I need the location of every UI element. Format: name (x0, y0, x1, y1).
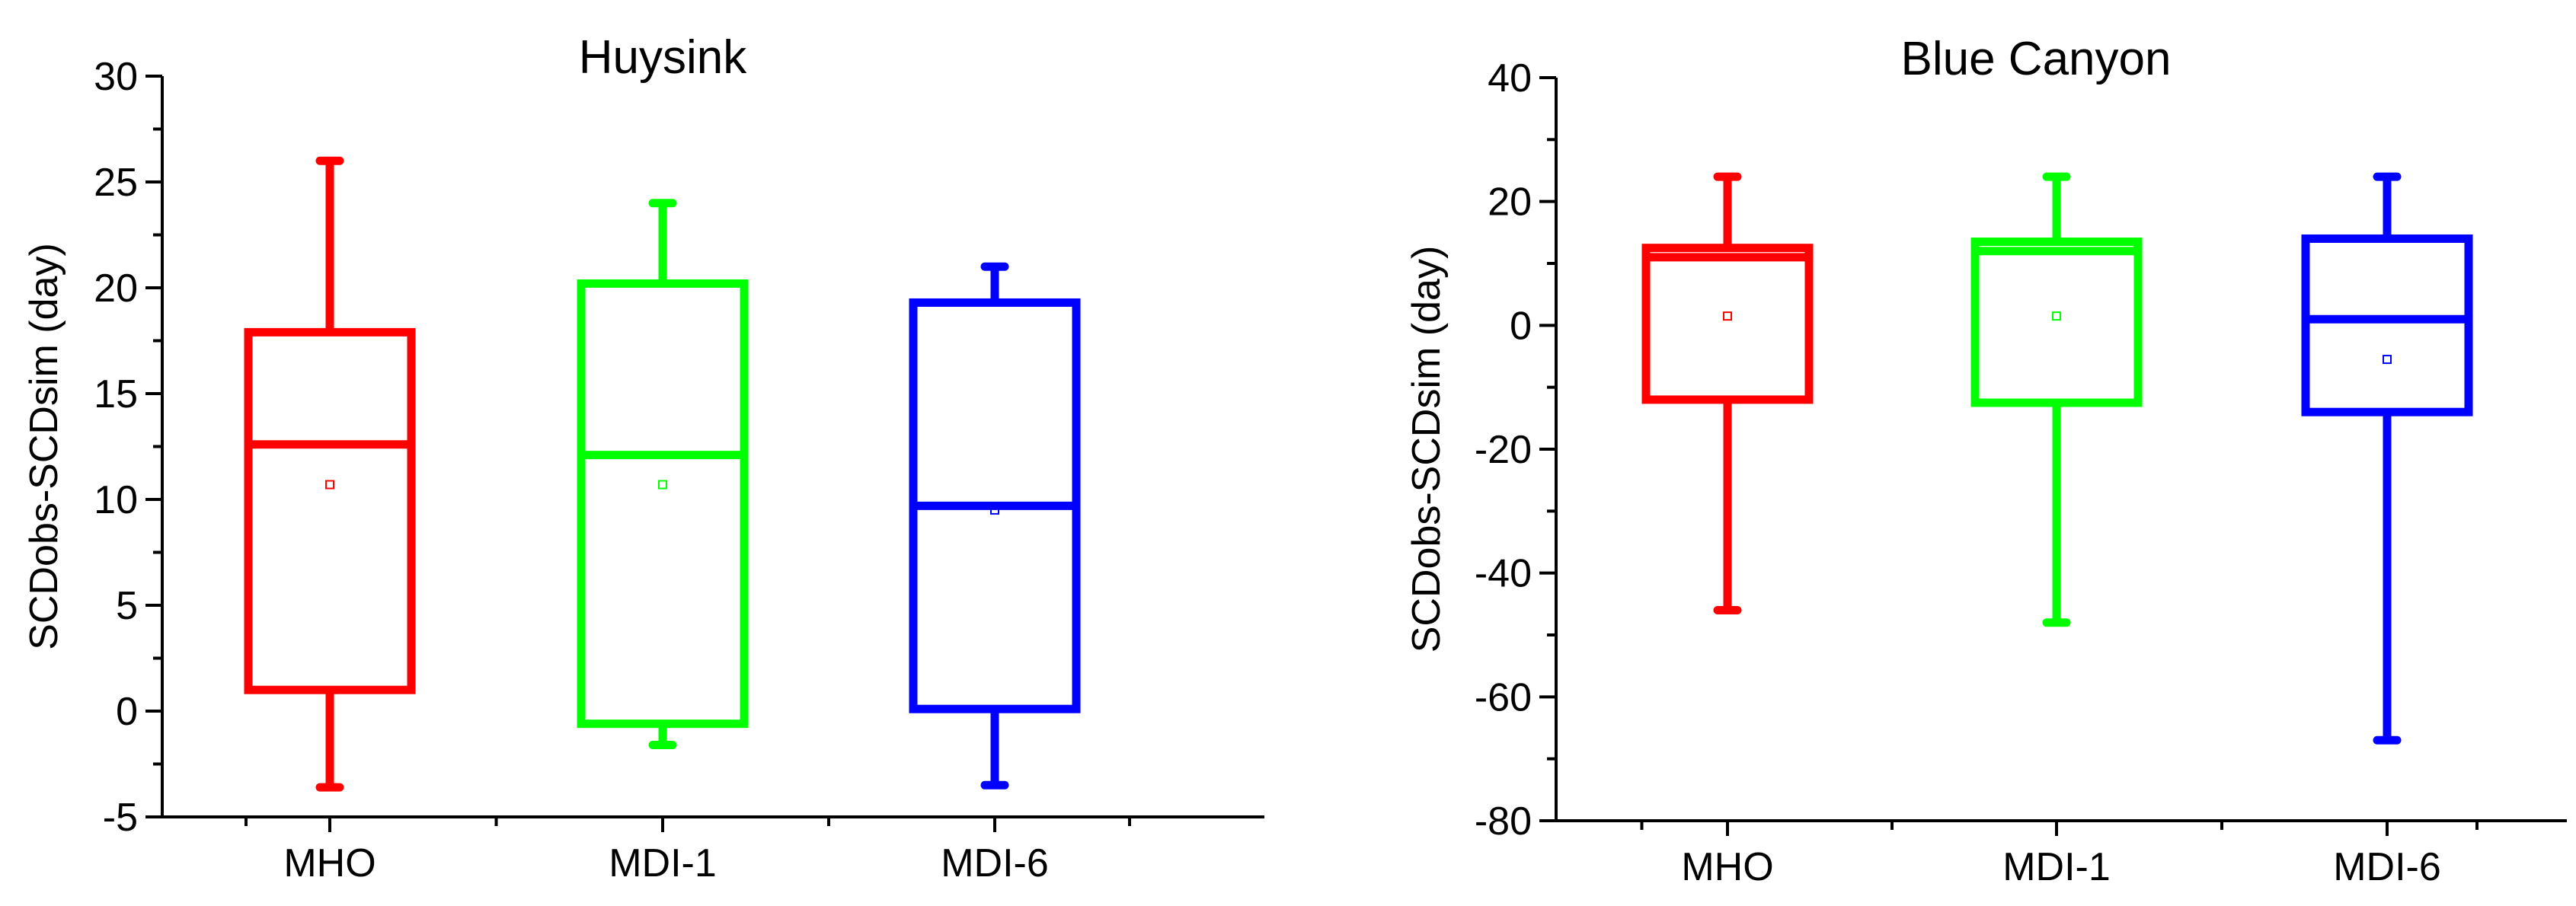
x-category-label: MDI-1 (2002, 845, 2111, 889)
chart-huysink: -5 0 5 10 15 20 25 30 MHO MDI-1 MDI-6 Huysink SCDobs… (22, 31, 1264, 885)
y-tick-label: 0 (1510, 304, 1532, 348)
chart-title: Huysink (579, 31, 748, 84)
box-mho (1641, 172, 1814, 614)
box-mdi-1 (1970, 172, 2143, 627)
mean-marker (990, 505, 999, 515)
chart-blue-canyon: -80 -60 -40 -20 0 20 40 MHO MDI-1 MDI-6 Blue Canyo… (1405, 33, 2567, 889)
y-tick-label: -60 (1475, 675, 1532, 719)
box-mdi-1 (577, 199, 749, 749)
y-tick-label: 20 (94, 266, 138, 311)
iqr-box (2301, 234, 2473, 416)
x-category-label: MHO (1681, 845, 1773, 889)
mean-marker (2052, 311, 2061, 321)
mean-marker (325, 480, 334, 490)
y-tick-label: 15 (94, 372, 138, 416)
y-axis-label: SCDobs-SCDsim (day) (22, 243, 66, 650)
box-mho (244, 156, 416, 792)
y-tick-label: -40 (1475, 552, 1532, 596)
y-tick-label: 0 (116, 690, 138, 734)
x-category-label: MHO (283, 841, 376, 885)
iqr-box (1970, 238, 2143, 407)
box-mdi-6 (2301, 172, 2473, 745)
x-category-label: MDI-6 (2333, 845, 2441, 889)
x-category-label: MDI-6 (941, 841, 1049, 885)
y-tick-label: 25 (94, 161, 138, 205)
y-tick-label: -80 (1475, 799, 1532, 844)
y-tick-label: 30 (94, 55, 138, 99)
y-tick-label: -20 (1475, 428, 1532, 472)
y-tick-label: 20 (1488, 180, 1532, 225)
x-category-label: MDI-1 (609, 841, 717, 885)
y-tick-label: -5 (103, 796, 138, 840)
iqr-box (1641, 244, 1814, 404)
box-mdi-6 (909, 262, 1081, 790)
chart-title: Blue Canyon (1900, 33, 2171, 85)
mean-marker (2383, 355, 2392, 365)
mean-marker (658, 480, 667, 490)
iqr-box (577, 279, 749, 729)
y-tick-label: 40 (1488, 56, 1532, 100)
y-tick-label: 10 (94, 478, 138, 522)
mean-marker (1723, 311, 1732, 321)
iqr-box (244, 327, 416, 694)
y-tick-label: 5 (116, 584, 138, 628)
y-axis-label: SCDobs-SCDsim (day) (1405, 246, 1449, 653)
